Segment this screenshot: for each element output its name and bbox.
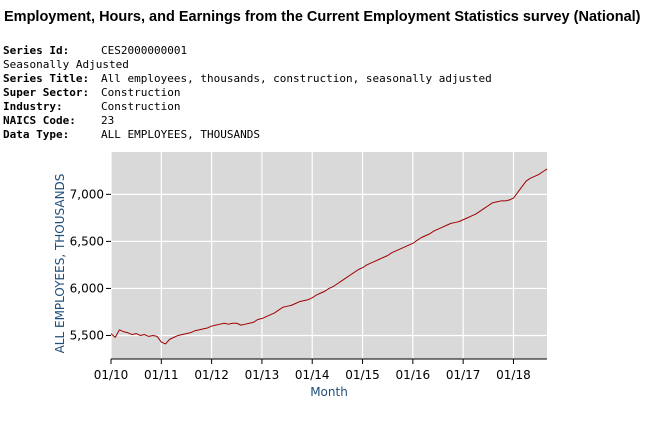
y-axis-ticks: 5,500 6,000 6,500 7,000	[70, 187, 111, 342]
series-title-row: Series Title: All employees, thousands, c…	[3, 72, 492, 86]
series-title-value: All employees, thousands, construction, …	[101, 72, 492, 85]
x-tick-label: 01/14	[295, 368, 330, 382]
series-info: Series Id: CES2000000001 Seasonally Adjus…	[3, 44, 492, 142]
page-title: Employment, Hours, and Earnings from the…	[4, 9, 641, 25]
y-tick-label: 7,000	[70, 187, 104, 201]
x-axis-ticks: 01/10 01/11 01/12 01/13 01/14 01/15 01/16 01/17…	[94, 359, 531, 382]
data-type-key: Data Type:	[3, 128, 70, 141]
y-tick-label: 5,500	[70, 328, 104, 342]
x-axis-label: Month	[310, 385, 348, 399]
x-tick-label: 01/15	[345, 368, 380, 382]
series-line	[110, 168, 548, 345]
series-id-value: CES2000000001	[101, 44, 188, 57]
seasonal-adjustment-value: Seasonally Adjusted	[3, 58, 129, 71]
x-tick-label: 01/17	[446, 368, 481, 382]
y-tick-label: 6,500	[70, 234, 104, 248]
super-sector-value: Construction	[101, 86, 181, 99]
naics-code-row: NAICS Code: 23	[3, 114, 492, 128]
y-tick-label: 6,000	[70, 281, 104, 295]
naics-code-value: 23	[101, 114, 115, 127]
x-tick-label: 01/13	[245, 368, 280, 382]
naics-code-key: NAICS Code:	[3, 114, 76, 127]
series-id-row: Series Id: CES2000000001	[3, 44, 492, 58]
plot-area	[111, 152, 547, 359]
series-group	[110, 168, 548, 345]
series-id-key: Series Id:	[3, 44, 70, 57]
y-axis-label: ALL EMPLOYEES, THOUSANDS	[53, 174, 67, 354]
super-sector-key: Super Sector:	[3, 86, 90, 99]
series-title-key: Series Title:	[3, 72, 90, 85]
seasonal-adjustment-row: Seasonally Adjusted	[3, 58, 492, 72]
x-tick-label: 01/11	[144, 368, 179, 382]
data-type-row: Data Type: ALL EMPLOYEES, THOUSANDS	[3, 128, 492, 142]
super-sector-row: Super Sector: Construction	[3, 86, 492, 100]
x-tick-label: 01/18	[496, 368, 531, 382]
industry-row: Industry: Construction	[3, 100, 492, 114]
industry-key: Industry:	[3, 100, 63, 113]
x-tick-label: 01/10	[94, 368, 129, 382]
data-type-value: ALL EMPLOYEES, THOUSANDS	[101, 128, 260, 141]
x-tick-label: 01/12	[194, 368, 229, 382]
industry-value: Construction	[101, 100, 181, 113]
x-tick-label: 01/16	[396, 368, 431, 382]
